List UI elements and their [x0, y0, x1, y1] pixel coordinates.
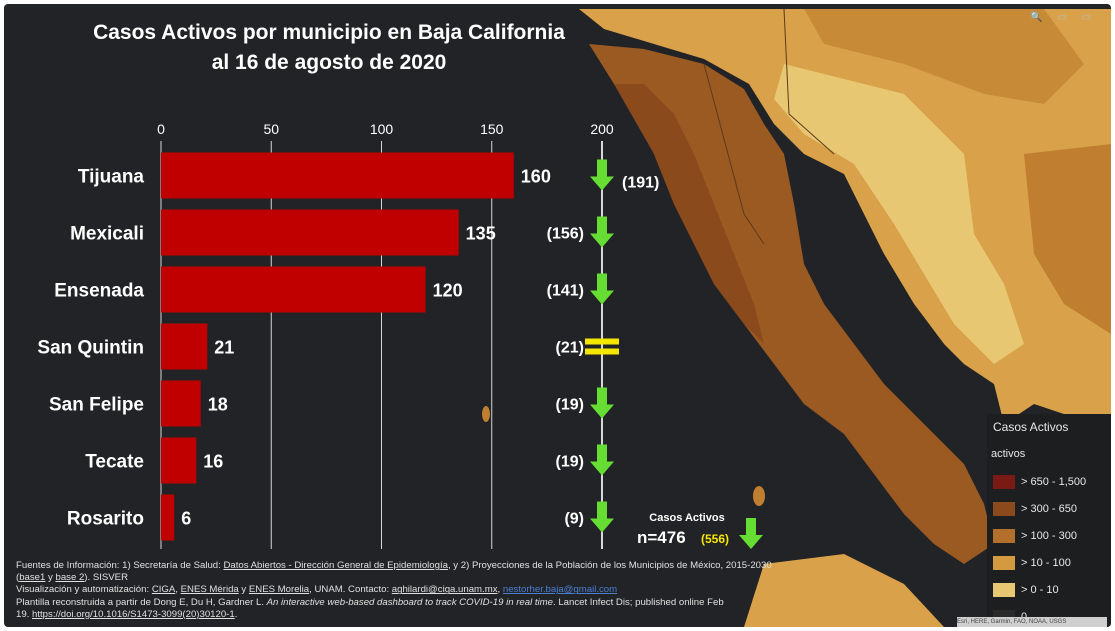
map-region-sonora-light — [774, 64, 1024, 364]
equal-icon — [585, 348, 619, 355]
chart-title-line2: al 16 de agosto de 2020 — [211, 51, 447, 74]
value-label: 160 — [521, 167, 551, 187]
total-label: Casos Activos — [649, 512, 724, 524]
bar-san-quintin — [161, 323, 208, 370]
previous-value-label: (19) — [556, 397, 584, 414]
map-region-ensenada — [614, 84, 764, 344]
legend-swatch — [993, 556, 1015, 570]
link-datos-abiertos[interactable]: Datos Abiertos - Dirección General de Ep… — [223, 560, 448, 571]
map-region-sonora-east — [1024, 144, 1111, 334]
legend-label: > 100 - 300 — [1021, 530, 1077, 542]
choropleth-map[interactable] — [4, 4, 1111, 627]
previous-value-label: (9) — [564, 511, 584, 528]
value-label: 16 — [203, 452, 223, 472]
x-tick-labels: 0 50 100 150 200 — [157, 121, 614, 137]
map-region-sonora-north — [804, 9, 1084, 104]
link-doi[interactable]: https://doi.org/10.1016/S1473-3099(20)30… — [32, 608, 235, 620]
total-box: Casos Activos n=476 (556) — [637, 512, 763, 549]
category-label: San Quintin — [37, 338, 144, 359]
bars — [161, 152, 514, 541]
category-label: Mexicali — [70, 224, 144, 245]
map-gulf — [794, 154, 979, 424]
down-arrow-icon — [590, 444, 614, 476]
footer-sources: Fuentes de Información: 1) Secretaría de… — [16, 560, 772, 620]
previous-value-label: (141) — [547, 283, 584, 300]
legend-item: > 100 - 300 — [993, 526, 1077, 546]
link-enes-merida[interactable]: ENES Mérida — [180, 584, 239, 596]
down-arrow-icon — [590, 387, 614, 419]
map-island — [482, 406, 490, 422]
map-border — [783, 8, 835, 155]
down-arrow-icon — [739, 518, 763, 549]
total-value: n=476 — [637, 528, 686, 547]
x-tick-label: 200 — [590, 121, 614, 137]
legend-label: > 0 - 10 — [1021, 584, 1059, 596]
down-arrow-icon — [590, 159, 614, 191]
previous-value-label: (156) — [547, 226, 584, 243]
map-legend: Casos Activos activos > 650 - 1,500 > 300… — [987, 414, 1111, 627]
bar-tijuana — [161, 152, 514, 199]
legend-swatch — [993, 475, 1015, 489]
value-label: 120 — [433, 281, 463, 301]
trend-column: (191) (156) (141) (21) (19) (19) (9) — [547, 159, 659, 533]
legend-item: > 650 - 1,500 — [993, 472, 1086, 492]
down-arrow-icon — [590, 273, 614, 305]
link-base2[interactable]: base 2 — [55, 572, 85, 584]
map-toolbar[interactable]: 🔍 ▭ ▭ — [1030, 12, 1097, 23]
down-arrow-icon — [590, 216, 614, 248]
category-label: Ensenada — [54, 281, 144, 302]
previous-value-label: (21) — [556, 340, 584, 357]
dashboard-frame: 🔍 ▭ ▭ Casos Activos por municipio en Baj… — [4, 4, 1111, 627]
legend-subtitle: activos — [991, 448, 1026, 460]
link-enes-morelia[interactable]: ENES Morelia — [248, 584, 310, 596]
value-label: 135 — [466, 224, 496, 244]
equal-icon — [585, 338, 619, 345]
x-tick-label: 0 — [157, 121, 165, 137]
value-label: 21 — [214, 338, 234, 358]
map-attribution: Esri, HERE, Garmin, FAO, NOAA, USGS — [957, 617, 1107, 627]
bar-chart: 0 50 100 150 200 Tijuana Mexicali Ensenada San … — [37, 121, 763, 549]
legend-title: Casos Activos — [993, 420, 1069, 434]
total-previous: (556) — [701, 532, 729, 546]
legend-label: > 300 - 650 — [1021, 503, 1077, 515]
value-label: 6 — [181, 509, 191, 529]
legend-label: > 650 - 1,500 — [1021, 476, 1087, 488]
bar-rosarito — [161, 494, 175, 541]
legend-item: > 10 - 100 — [993, 553, 1071, 573]
category-label: Tecate — [85, 452, 144, 473]
x-tick-label: 100 — [370, 121, 394, 137]
bar-tecate — [161, 437, 197, 484]
legend-item: > 300 - 650 — [993, 499, 1077, 519]
bar-mexicali — [161, 209, 459, 256]
bar-ensenada — [161, 266, 426, 313]
legend-item: > 0 - 10 — [993, 580, 1059, 600]
map-border — [703, 63, 765, 245]
legend-label: > 10 - 100 — [1021, 557, 1071, 569]
legend-swatch — [993, 583, 1015, 597]
category-labels: Tijuana Mexicali Ensenada San Quintin San Fe… — [37, 167, 144, 530]
legend-swatch — [993, 529, 1015, 543]
x-tick-label: 50 — [263, 121, 279, 137]
map-region-south-coast — [744, 554, 944, 627]
link-email-aghilardi[interactable]: aghilardi@ciga.unam.mx — [391, 584, 498, 596]
legend-swatch — [993, 502, 1015, 516]
map-island — [753, 486, 765, 506]
value-labels: 160 135 120 21 18 16 6 — [181, 167, 551, 529]
link-base1[interactable]: base1 — [19, 572, 46, 584]
category-label: Rosarito — [67, 509, 144, 530]
chart-title-line1: Casos Activos por municipio en Baja Cali… — [93, 21, 565, 44]
link-ciga[interactable]: CIGA — [151, 584, 176, 596]
category-label: Tijuana — [78, 167, 145, 188]
bar-san-felipe — [161, 380, 201, 427]
down-arrow-icon — [590, 501, 614, 533]
x-tick-label: 150 — [480, 121, 504, 137]
category-label: San Felipe — [49, 395, 144, 416]
link-email-nestorher[interactable]: nestorher.baja@gmail.com — [502, 584, 618, 596]
previous-value-label: (19) — [556, 454, 584, 471]
value-label: 18 — [208, 395, 228, 415]
previous-value-label: (191) — [622, 175, 659, 192]
